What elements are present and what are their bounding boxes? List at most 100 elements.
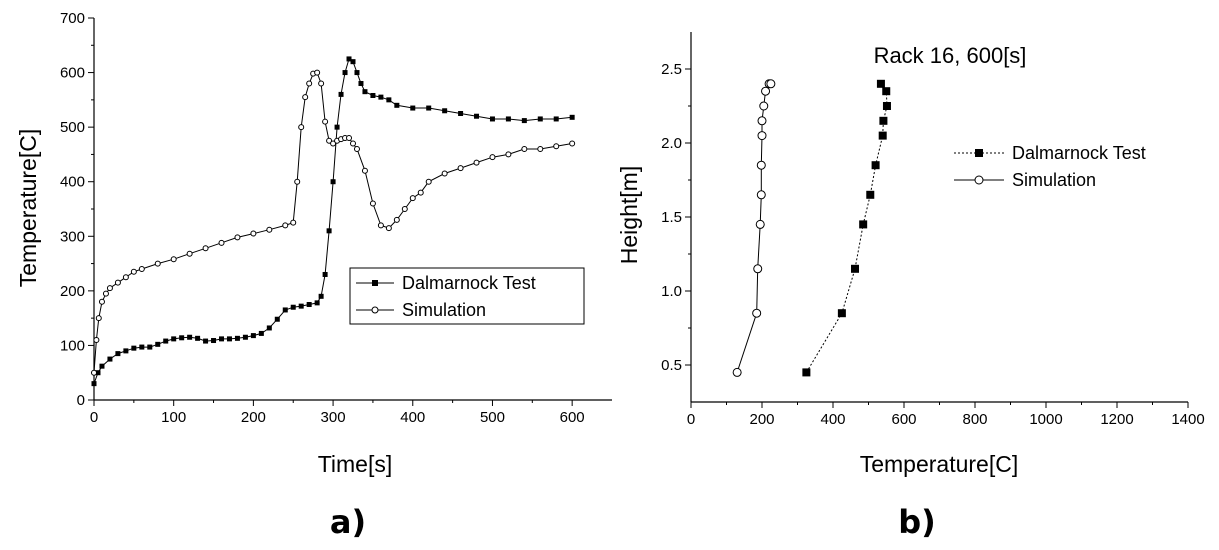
chart-b-series-1-point (756, 190, 766, 200)
chart-a-series-1-point (377, 222, 384, 229)
chart-a-series-0-point (318, 293, 324, 299)
chart-a-y-tick-label: 700 (60, 10, 85, 27)
chart-a-series-0-point (234, 335, 240, 341)
chart-a-series-1-point (505, 151, 512, 158)
chart-a-series-1-point (346, 135, 353, 142)
chart-b-series-1-point (732, 367, 742, 377)
chart-a-series-1-point (102, 290, 109, 297)
chart-a-series-0-point (362, 89, 368, 95)
chart-a-x-tick-label: 300 (321, 409, 346, 426)
chart-a-series-1-point (521, 145, 528, 152)
chart-a-series-1-point (138, 266, 145, 273)
chart-a-series-0-point (258, 330, 264, 336)
chart-a-series-0-point (274, 316, 280, 322)
chart-b-series-1-point (761, 86, 771, 96)
chart-a-series-1-point (114, 279, 121, 286)
chart-b: 0 200 400 600 800 1000 1200 1400 0.5 1.0 1.5 2.0 2.5… (616, 32, 1205, 477)
chart-a-series-1-point (170, 256, 177, 263)
chart-a-legend-label: Dalmarnock Test (402, 273, 536, 293)
chart-a-series-1-point (98, 298, 105, 305)
chart-a-series-0-point (298, 303, 304, 309)
chart-a-series-0-point (99, 363, 105, 369)
chart-a-series-0-point (346, 56, 352, 62)
chart-a-x-tick-label: 500 (480, 409, 505, 426)
chart-a-legend-box (349, 267, 585, 325)
chart-a-marks (91, 56, 576, 387)
chart-a-series-0-point (195, 335, 201, 341)
chart-a-series-1-point (234, 234, 241, 241)
chart-a-y-axis-title: Temperature[C] (15, 129, 41, 288)
chart-b-marks (732, 79, 891, 377)
chart-a-series-1-point (122, 274, 129, 281)
chart-a-series-0-point (474, 113, 480, 119)
chart-a-y-tick-label: 100 (60, 337, 85, 354)
chart-a-series-0-point (354, 70, 360, 76)
chart-a-series-0-point (179, 335, 185, 341)
chart-b-series-1-point (755, 219, 765, 229)
chart-a-series-1-point (569, 140, 576, 147)
chart-b-series-1-point (757, 131, 767, 141)
chart-b-series-0-point (802, 368, 811, 377)
chart-b-series-0-line (805, 83, 888, 373)
chart-a-y-tick-label: 600 (60, 65, 85, 82)
chart-a-series-0-point (322, 271, 328, 277)
chart-a-series-1-point (489, 154, 496, 161)
chart-a-series-0-point (370, 92, 376, 98)
chart-b-series-0-point (882, 87, 891, 96)
chart-a-series-0-point (314, 300, 320, 306)
chart-a-x-tick-label: 0 (90, 409, 98, 426)
chart-a-series-1-point (326, 137, 333, 144)
chart-b-x-tick-label: 1400 (1171, 411, 1204, 428)
chart-b-legend-swatch-marker (974, 175, 984, 185)
chart-a-series-0-point (171, 336, 177, 342)
chart-a-series-0-point (203, 338, 209, 344)
chart-a-series-1-point (361, 167, 368, 174)
chart-a-series-0-point (330, 179, 336, 185)
chart-b-x-tick-label: 600 (891, 411, 916, 428)
chart-b-legend-swatch-marker (975, 149, 983, 157)
chart-a-series-0-point (211, 338, 217, 344)
chart-a-series-1-point (401, 206, 408, 212)
chart-a-series-1-point (353, 145, 360, 152)
chart-a-series-0-point (290, 304, 296, 310)
chart-a-series-0-point (226, 336, 232, 342)
chart-a-series-1-point (306, 80, 313, 87)
chart-b-x-tick-label: 1200 (1100, 411, 1133, 428)
chart-b-series-1-point (756, 160, 766, 170)
chart-a-series-0-point (306, 302, 312, 307)
panel-b-label: b) (898, 503, 936, 541)
chart-b-x-axis-title: Temperature[C] (860, 451, 1019, 477)
chart-a-x-axis-title: Time[s] (318, 451, 393, 477)
chart-a-series-0-point (107, 356, 113, 362)
chart-a-series-0-point (489, 116, 495, 122)
chart-a-series-0-point (155, 341, 161, 347)
chart-a-series-0-point (410, 105, 416, 111)
chart-a-y-tick-label: 200 (60, 283, 85, 300)
chart-a-series-1-point (318, 80, 325, 87)
chart-b-series-1-point (752, 308, 762, 318)
chart-a-series-1-point (314, 69, 321, 76)
chart-a-series-0-point (282, 307, 288, 313)
chart-a-series-0-point (334, 124, 340, 130)
chart-a-axes: 0 100 200 300 400 500 600 0 100 200 300 400 500 600 70… (60, 10, 612, 426)
chart-a-series-0-point (338, 91, 344, 97)
chart-a-series-0-point (250, 333, 256, 339)
chart-b-series-0-point (879, 116, 888, 125)
chart-a-y-tick-label: 500 (60, 119, 85, 136)
chart-a-x-tick-label: 600 (560, 409, 585, 426)
chart-a-series-1-point (154, 260, 161, 267)
chart-b-y-tick-label: 2.5 (661, 61, 682, 78)
chart-a-series-1-point (553, 143, 560, 150)
chart-a-series-1-point (95, 315, 102, 322)
chart-a-series-0-point (187, 334, 193, 340)
chart-a-y-tick-label: 300 (60, 228, 85, 245)
chart-a-series-1-point (106, 285, 113, 292)
chart-b-y-tick-label: 0.5 (661, 357, 682, 374)
chart-a-series-0-point (521, 118, 527, 124)
chart-b-series-0-point (882, 102, 891, 110)
chart-b-legend-label: Dalmarnock Test (1012, 143, 1146, 163)
chart-a-series-1-point (322, 118, 329, 125)
chart-b-x-tick-label: 800 (962, 411, 987, 428)
chart-a-series-0-point (95, 370, 101, 376)
